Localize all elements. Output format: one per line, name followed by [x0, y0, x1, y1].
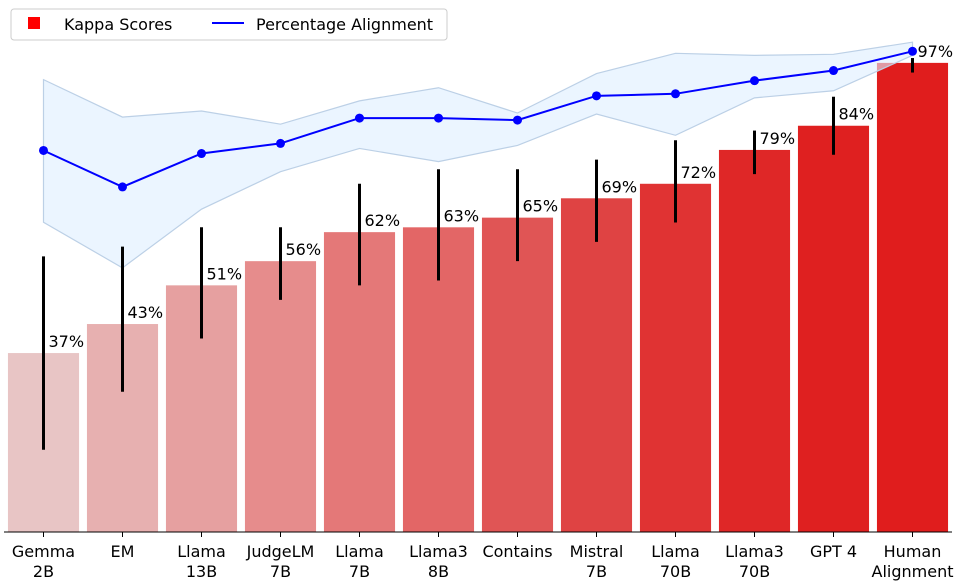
data-label-9: 79% — [760, 129, 796, 148]
alignment-point-5 — [434, 113, 443, 123]
alignment-point-1 — [118, 182, 127, 192]
bars-layer — [7, 62, 949, 533]
alignment-point-8 — [671, 89, 680, 99]
bar-9 — [718, 149, 791, 532]
data-labels-layer: 37% 43% 51% 56% 62% 63% 65% 69% 72% 79% 84% 97% — [49, 42, 954, 351]
error-bars-layer — [42, 58, 914, 450]
legend-marker-kappa — [28, 17, 40, 29]
alignment-point-4 — [355, 113, 364, 123]
data-label-5: 63% — [444, 206, 480, 225]
x-axis-ticks: Gemma 2B EM Llama 13B JudgeLM 7B Llama 7B Llama3 8… — [12, 532, 954, 581]
bar-11 — [876, 62, 949, 532]
alignment-point-10 — [829, 66, 838, 76]
bar-8 — [639, 183, 712, 533]
data-label-0: 37% — [49, 332, 85, 351]
legend-label-kappa: Kappa Scores — [64, 15, 172, 34]
alignment-point-2 — [197, 149, 206, 159]
x-tick-label-1: EM — [111, 542, 135, 561]
data-label-10: 84% — [839, 105, 875, 124]
data-label-4: 62% — [365, 211, 401, 230]
x-tick-label-10: GPT 4 — [810, 542, 857, 561]
alignment-line — [43, 50, 913, 189]
bar-7 — [560, 198, 633, 533]
legend-label-alignment: Percentage Alignment — [256, 15, 433, 34]
legend: Kappa Scores Percentage Alignment — [10, 8, 448, 41]
data-label-11: 97% — [918, 42, 954, 61]
x-tick-label-5: Llama3 8B — [409, 542, 468, 581]
alignment-line-layer — [39, 46, 917, 192]
x-tick-label-4: Llama 7B — [335, 542, 384, 581]
alignment-point-6 — [513, 115, 522, 125]
data-label-7: 69% — [602, 177, 638, 196]
alignment-point-3 — [276, 138, 285, 148]
x-tick-label-9: Llama3 70B — [725, 542, 784, 581]
alignment-point-0 — [39, 145, 48, 155]
alignment-point-7 — [592, 91, 601, 101]
data-label-6: 65% — [523, 197, 559, 216]
x-tick-label-0: Gemma 2B — [12, 542, 75, 581]
x-tick-label-6: Contains — [482, 542, 552, 561]
bar-3 — [244, 261, 317, 532]
data-label-8: 72% — [681, 163, 717, 182]
data-label-3: 56% — [286, 240, 322, 259]
x-tick-label-3: JudgeLM 7B — [246, 542, 315, 581]
alignment-point-9 — [750, 76, 759, 86]
x-tick-label-11: Human Alignment — [872, 542, 954, 581]
bar-10 — [797, 125, 870, 532]
x-tick-label-2: Llama 13B — [177, 542, 226, 581]
data-label-1: 43% — [128, 303, 164, 322]
alignment-point-11 — [908, 46, 917, 56]
x-tick-label-8: Llama 70B — [651, 542, 700, 581]
x-tick-label-7: Mistral 7B — [570, 542, 624, 581]
data-label-2: 51% — [207, 264, 243, 283]
legend-box — [10, 8, 448, 41]
bar-6 — [481, 217, 554, 533]
